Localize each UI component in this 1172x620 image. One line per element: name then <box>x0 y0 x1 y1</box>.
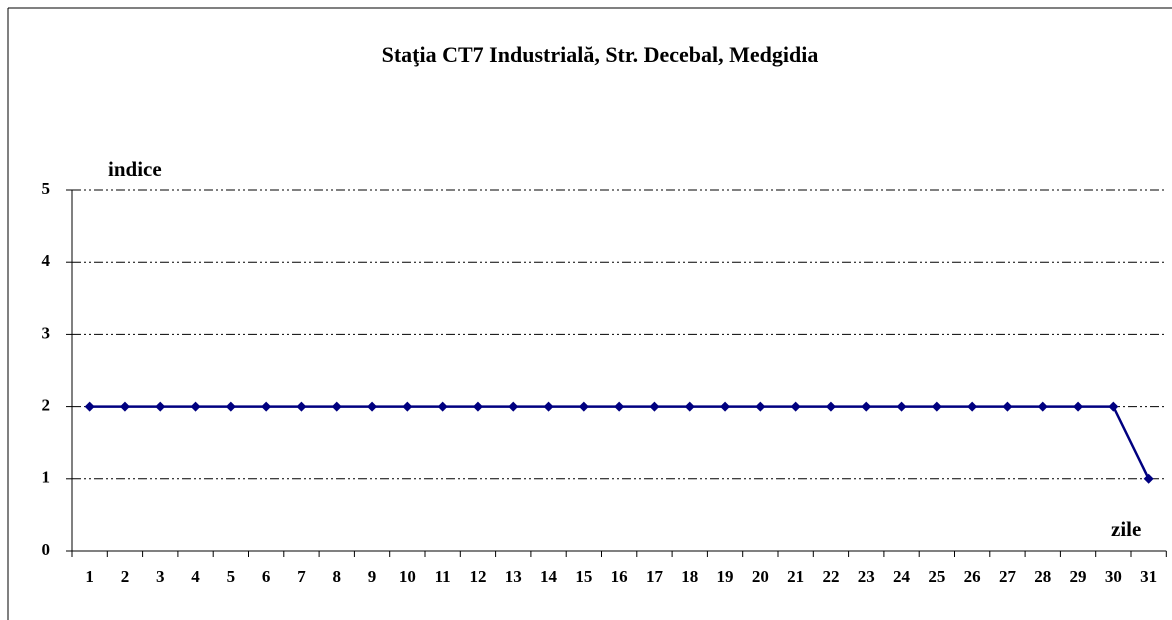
x-tick-label: 19 <box>717 567 734 586</box>
marker <box>543 401 554 412</box>
marker <box>861 401 872 412</box>
x-tick-label: 11 <box>435 567 451 586</box>
x-tick-label: 1 <box>85 567 94 586</box>
x-tick-label: 13 <box>505 567 522 586</box>
marker <box>508 401 519 412</box>
x-tick-label: 29 <box>1070 567 1087 586</box>
marker <box>967 401 978 412</box>
marker <box>190 401 201 412</box>
marker <box>931 401 942 412</box>
y-tick-label: 0 <box>42 540 51 559</box>
marker <box>155 401 166 412</box>
x-tick-label: 27 <box>999 567 1017 586</box>
marker <box>1002 401 1013 412</box>
x-tick-label: 4 <box>191 567 200 586</box>
x-tick-label: 30 <box>1105 567 1122 586</box>
marker <box>1143 473 1154 484</box>
marker <box>790 401 801 412</box>
y-tick-label: 1 <box>42 468 51 487</box>
y-tick-label: 4 <box>42 251 51 270</box>
y-tick-label: 3 <box>42 323 51 342</box>
marker <box>296 401 307 412</box>
x-tick-label: 23 <box>858 567 875 586</box>
marker <box>84 401 95 412</box>
marker <box>578 401 589 412</box>
x-tick-label: 20 <box>752 567 769 586</box>
x-tick-label: 15 <box>575 567 592 586</box>
x-tick-label: 14 <box>540 567 558 586</box>
marker <box>1108 401 1119 412</box>
marker <box>825 401 836 412</box>
marker <box>331 401 342 412</box>
marker <box>402 401 413 412</box>
marker <box>437 401 448 412</box>
marker <box>896 401 907 412</box>
x-tick-label: 16 <box>611 567 628 586</box>
x-tick-label: 8 <box>333 567 342 586</box>
x-tick-label: 21 <box>787 567 804 586</box>
series-line <box>89 405 1150 480</box>
marker <box>225 401 236 412</box>
marker <box>119 401 130 412</box>
marker <box>367 401 378 412</box>
x-tick-label: 25 <box>928 567 945 586</box>
marker <box>1037 401 1048 412</box>
y-tick-label: 2 <box>42 396 51 415</box>
marker <box>1073 401 1084 412</box>
marker <box>261 401 272 412</box>
x-tick-label: 3 <box>156 567 165 586</box>
x-tick-label: 18 <box>681 567 698 586</box>
x-tick-label: 2 <box>121 567 130 586</box>
y-tick-label: 5 <box>42 179 51 198</box>
x-tick-label: 22 <box>822 567 839 586</box>
y-axis-label: indice <box>108 157 162 181</box>
x-tick-label: 5 <box>227 567 236 586</box>
x-tick-label: 10 <box>399 567 416 586</box>
x-tick-label: 9 <box>368 567 377 586</box>
x-tick-label: 7 <box>297 567 306 586</box>
marker <box>614 401 625 412</box>
marker <box>755 401 766 412</box>
chart-title: Staţia CT7 Industrială, Str. Decebal, Me… <box>382 42 819 67</box>
marker <box>684 401 695 412</box>
x-tick-label: 6 <box>262 567 271 586</box>
marker <box>472 401 483 412</box>
x-tick-label: 28 <box>1034 567 1051 586</box>
x-axis-label: zile <box>1111 517 1141 541</box>
x-tick-label: 24 <box>893 567 911 586</box>
marker <box>649 401 660 412</box>
x-tick-label: 31 <box>1140 567 1157 586</box>
marker <box>720 401 731 412</box>
x-tick-label: 12 <box>469 567 486 586</box>
x-tick-label: 17 <box>646 567 664 586</box>
x-tick-label: 26 <box>964 567 981 586</box>
